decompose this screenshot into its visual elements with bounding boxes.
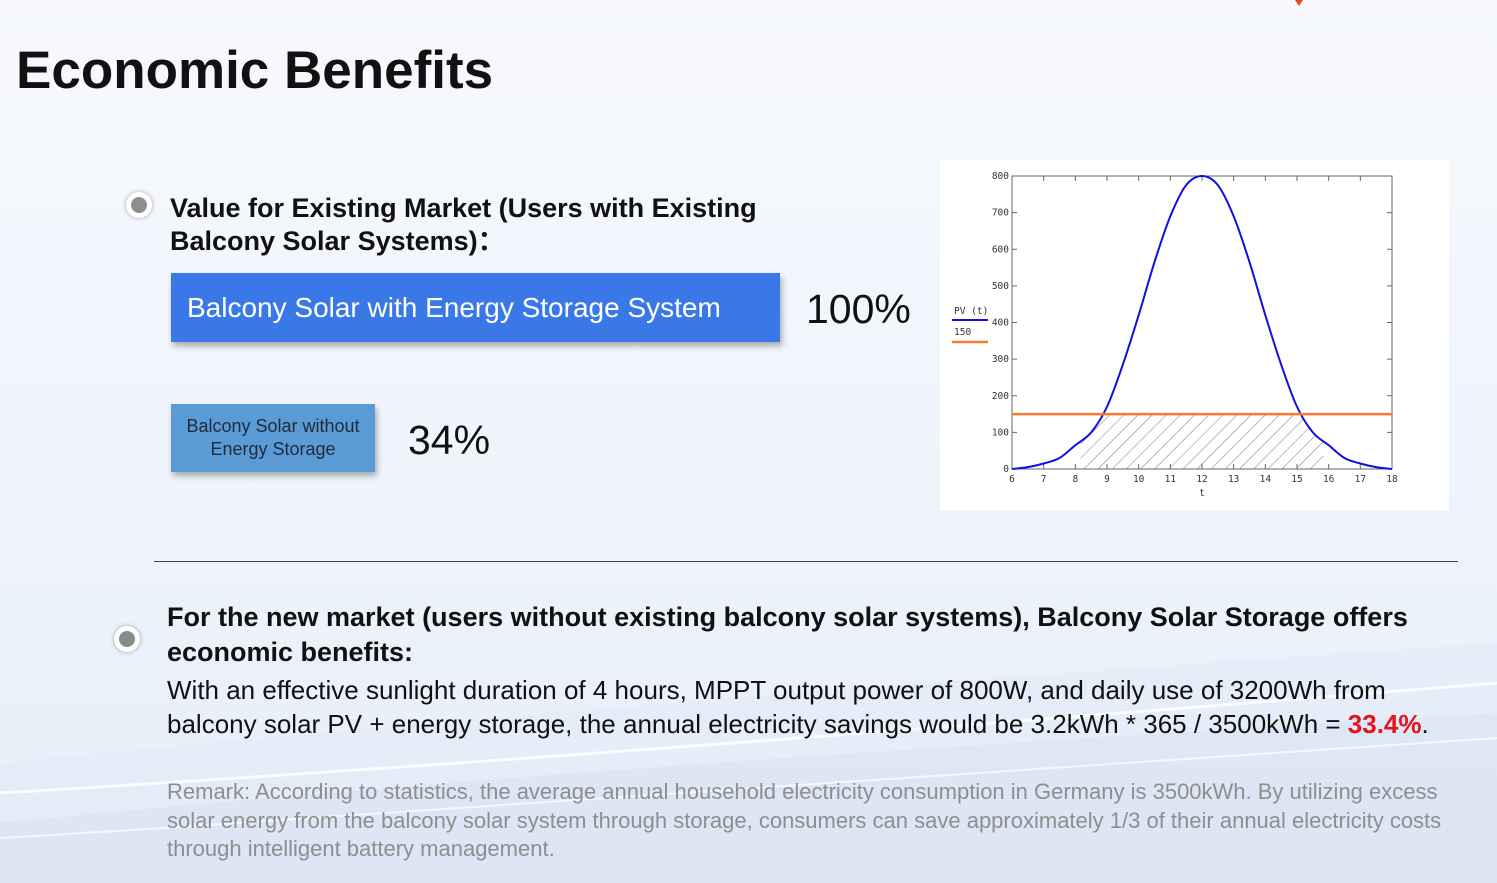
bar-with-storage: Balcony Solar with Energy Storage System (171, 273, 780, 342)
y-tick-label: 0 (1003, 464, 1009, 475)
section1-heading: Value for Existing Market (Users with Ex… (170, 193, 757, 256)
legend-label-threshold: 150 (954, 327, 971, 338)
pv-chart: 6 7 8 9 10 11 12 13 14 15 16 17 18 0 100 200 300 400 500 60… (952, 171, 1398, 499)
x-tick-label: 14 (1260, 474, 1272, 485)
x-tick-label: 9 (1104, 474, 1110, 485)
percentage-without-storage: 34% (408, 417, 491, 463)
x-tick-label: 17 (1355, 474, 1366, 485)
surplus-hatch-area (1080, 414, 1324, 469)
y-tick-label: 600 (992, 244, 1009, 255)
y-tick-label: 100 (992, 427, 1009, 438)
x-tick-label: 12 (1196, 474, 1207, 485)
x-tick-label: 11 (1165, 474, 1177, 485)
y-tick-label: 800 (992, 171, 1009, 182)
pv-curve-line (1011, 174, 1393, 470)
remark-text: Remark: According to statistics, the ave… (167, 779, 1442, 861)
section2-body: With an effective sunlight duration of 4… (167, 673, 1457, 741)
x-tick-label: 18 (1386, 474, 1398, 485)
section2-body-text: With an effective sunlight duration of 4… (167, 675, 1386, 739)
savings-percentage: 33.4% (1347, 709, 1422, 739)
section2-body-end: . (1421, 709, 1429, 739)
pv-chart-panel: 6 7 8 9 10 11 12 13 14 15 16 17 18 0 100 200 300 400 500 60… (940, 160, 1449, 510)
bar-without-storage-label: Balcony Solar without Energy Storage (186, 416, 360, 459)
x-tick-label: 6 (1009, 474, 1015, 485)
page-title: Economic Benefits (16, 41, 494, 100)
x-tick-label: 8 (1072, 474, 1078, 485)
bar-without-storage: Balcony Solar without Energy Storage (171, 404, 375, 472)
bar-with-storage-label: Balcony Solar with Energy Storage System (187, 291, 721, 323)
y-tick-label: 700 (992, 208, 1009, 219)
section-divider (154, 561, 1458, 562)
y-tick-label: 500 (992, 281, 1009, 292)
bullet-icon (126, 192, 152, 218)
y-tick-label: 400 (992, 318, 1009, 329)
x-tick-label: 15 (1291, 474, 1302, 485)
x-axis-label: t (1199, 488, 1205, 499)
section2-heading: For the new market (users without existi… (167, 602, 1408, 667)
bullet-icon (114, 626, 140, 652)
y-tick-label: 300 (992, 354, 1009, 365)
x-tick-label: 16 (1323, 474, 1335, 485)
x-tick-label: 13 (1228, 474, 1239, 485)
company-logo (1295, 0, 1303, 6)
x-tick-label: 10 (1133, 474, 1145, 485)
percentage-with-storage: 100% (806, 286, 911, 332)
legend-label-pv: PV (t) (954, 306, 988, 317)
x-tick-label: 7 (1041, 474, 1047, 485)
y-tick-label: 200 (992, 391, 1009, 402)
